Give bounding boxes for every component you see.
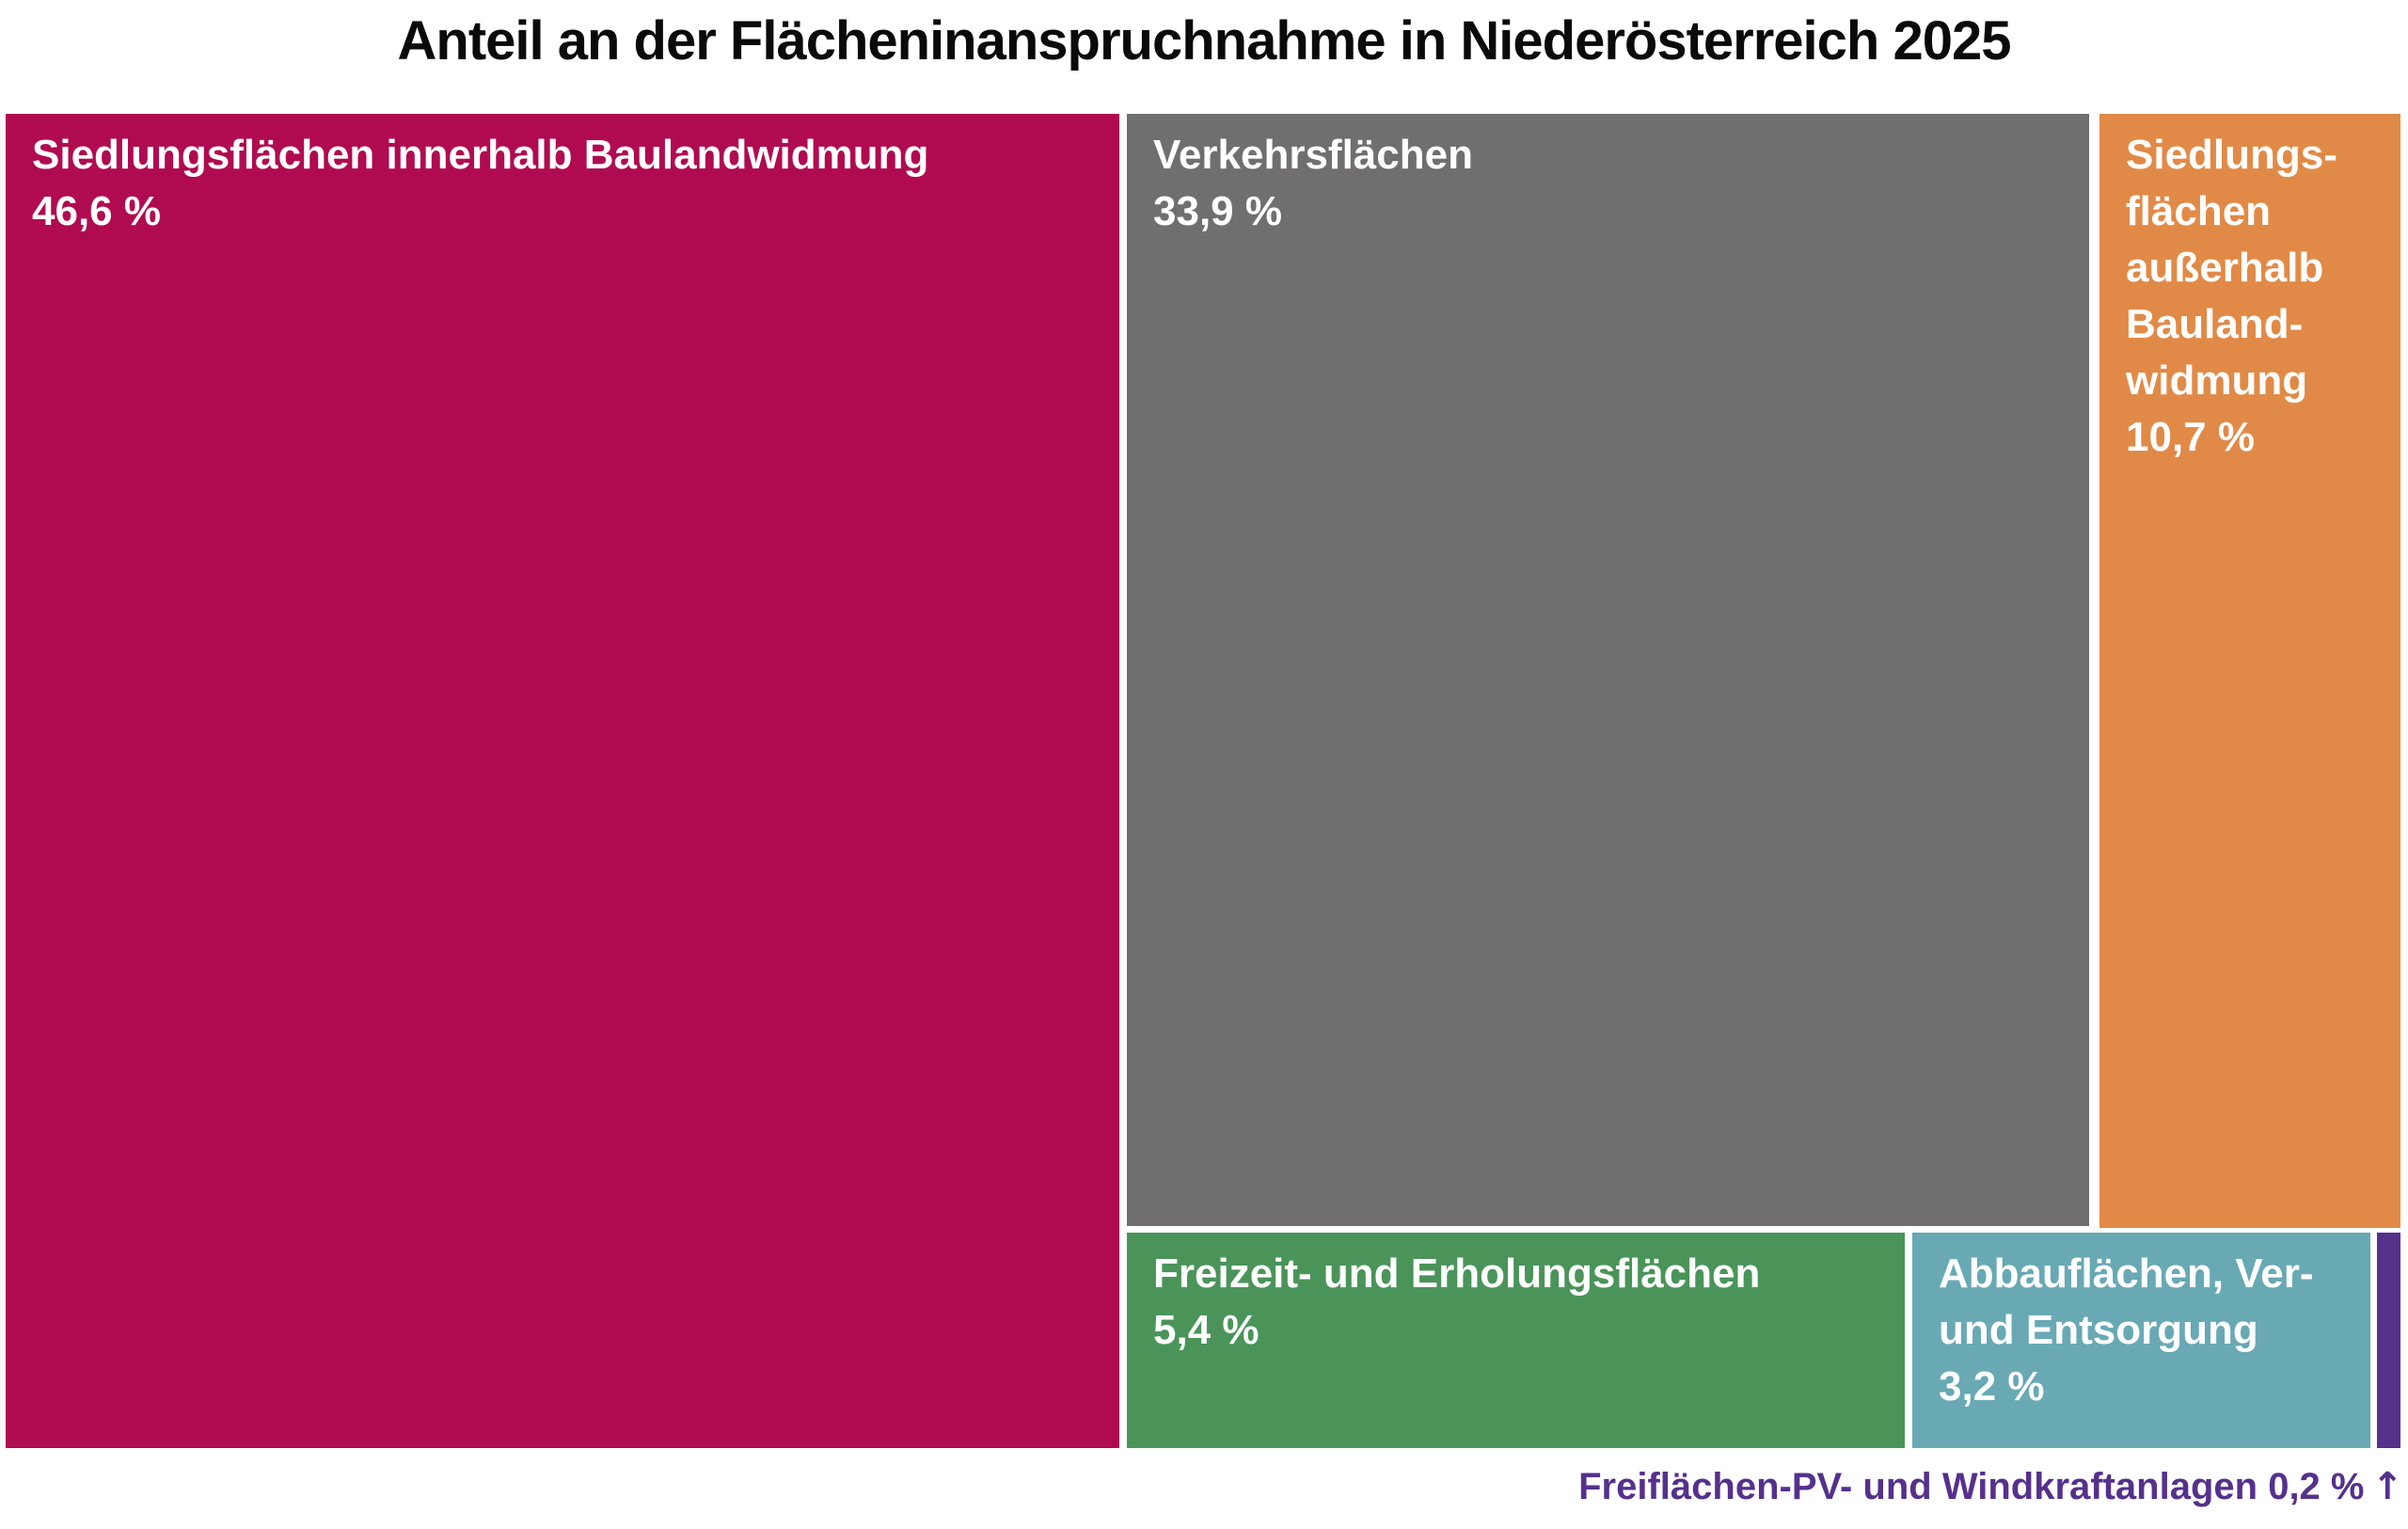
tile-label-siedlungsflaechen-innerhalb: Siedlungsflächen innerhalb Baulandwidmun… xyxy=(32,132,929,178)
tile-value-abbau-ver-entsorgung: 3,2 % xyxy=(1939,1363,2045,1410)
tile-value-verkehrsflaechen: 33,9 % xyxy=(1153,188,1282,234)
treemap-tile-siedlungsflaechen-innerhalb: Siedlungsflächen innerhalb Baulandwidmun… xyxy=(6,114,1119,1448)
pv-wind-annotation: Freiflächen-PV- und Windkraftanlagen 0,2… xyxy=(1578,1460,2403,1513)
chart-title: Anteil an der Flächeninanspruchnahme in … xyxy=(397,10,2012,72)
tile-value-siedlungsflaechen-innerhalb: 46,6 % xyxy=(32,188,161,234)
treemap-tile-freizeit-erholung: Freizeit- und Erholungsflächen 5,4 % xyxy=(1127,1233,1905,1448)
treemap-tile-verkehrsflaechen: Verkehrsflächen 33,9 % xyxy=(1127,114,2089,1226)
tile-value-freizeit-erholung: 5,4 % xyxy=(1153,1307,1259,1353)
treemap-tile-freiflaechen-pv-wind xyxy=(2377,1233,2400,1448)
tile-value-siedlungsflaechen-ausserhalb: 10,7 % xyxy=(2126,414,2255,460)
pv-wind-annotation-text: Freiflächen-PV- und Windkraftanlagen 0,2… xyxy=(1578,1466,2365,1507)
tile-label-verkehrsflaechen: Verkehrsflächen xyxy=(1153,132,1473,178)
tile-label-abbau-ver-entsorgung: Abbauflächen, Ver- und Entsorgung xyxy=(1939,1250,2314,1353)
treemap-tile-siedlungsflaechen-ausserhalb: Siedlungs- flächen außerhalb Bauland- wi… xyxy=(2099,114,2400,1228)
treemap-tile-abbau-ver-entsorgung: Abbauflächen, Ver- und Entsorgung 3,2 % xyxy=(1912,1233,2370,1448)
arrow-up-icon: ↑ xyxy=(2371,1465,2403,1508)
tile-label-freizeit-erholung: Freizeit- und Erholungsflächen xyxy=(1153,1250,1761,1297)
tile-label-siedlungsflaechen-ausserhalb: Siedlungs- flächen außerhalb Bauland- wi… xyxy=(2126,132,2337,404)
